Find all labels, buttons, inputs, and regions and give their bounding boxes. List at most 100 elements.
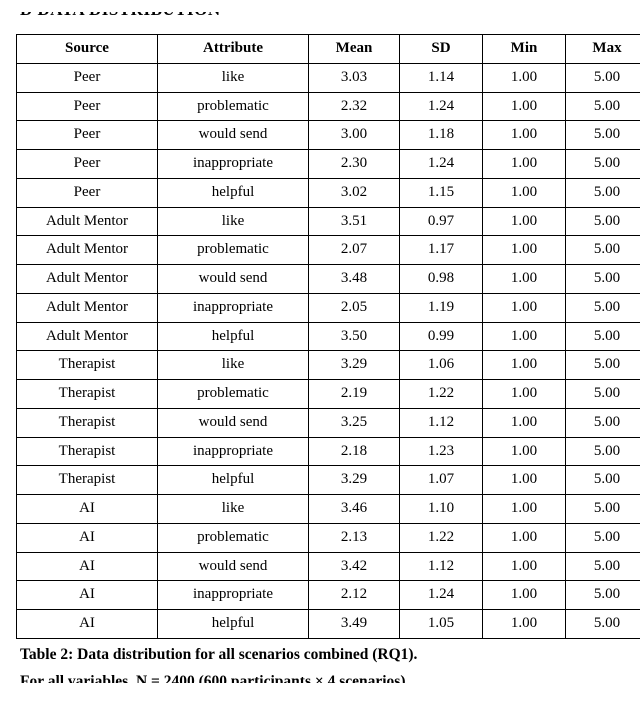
table-cell: 2.07 [309, 236, 400, 265]
table-row: Peerhelpful3.021.151.005.00 [17, 178, 640, 207]
table-cell: 2.19 [309, 380, 400, 409]
table-cell: 3.48 [309, 265, 400, 294]
table-cell: 1.22 [400, 380, 483, 409]
table-cell: would send [158, 408, 309, 437]
table-row: Therapistwould send3.251.121.005.00 [17, 408, 640, 437]
table-cell: inappropriate [158, 150, 309, 179]
table-cell: helpful [158, 178, 309, 207]
table-cell: inappropriate [158, 293, 309, 322]
table-cell: AI [17, 581, 158, 610]
table-cell: 1.17 [400, 236, 483, 265]
table-row: AIlike3.461.101.005.00 [17, 495, 640, 524]
table-cell: 5.00 [566, 610, 640, 639]
table-cell: AI [17, 523, 158, 552]
col-sd: SD [400, 35, 483, 64]
table-cell: 2.18 [309, 437, 400, 466]
table-cell: 5.00 [566, 351, 640, 380]
table-cell: like [158, 207, 309, 236]
table-cell: problematic [158, 380, 309, 409]
table-row: Adult Mentorproblematic2.071.171.005.00 [17, 236, 640, 265]
table-cell: 3.49 [309, 610, 400, 639]
section-header-text: D DATA DISTRIBUTION [20, 12, 221, 19]
table-cell: 2.32 [309, 92, 400, 121]
table-cell: 1.00 [483, 322, 566, 351]
table-cell: 5.00 [566, 523, 640, 552]
table-row: Therapistinappropriate2.181.231.005.00 [17, 437, 640, 466]
table-cell: Adult Mentor [17, 236, 158, 265]
table-cell: problematic [158, 92, 309, 121]
table-cell: 3.46 [309, 495, 400, 524]
table-row: Peerwould send3.001.181.005.00 [17, 121, 640, 150]
table-cell: Peer [17, 63, 158, 92]
table-cell: 1.07 [400, 466, 483, 495]
table-cell: inappropriate [158, 581, 309, 610]
table-cell: 3.02 [309, 178, 400, 207]
table-cell: 5.00 [566, 121, 640, 150]
table-row: Therapistproblematic2.191.221.005.00 [17, 380, 640, 409]
table-cell: 5.00 [566, 92, 640, 121]
col-mean: Mean [309, 35, 400, 64]
table-cell: problematic [158, 523, 309, 552]
table-cell: 1.00 [483, 265, 566, 294]
table-cell: 1.00 [483, 408, 566, 437]
col-min: Min [483, 35, 566, 64]
table-cell: 1.00 [483, 63, 566, 92]
table-cell: 1.24 [400, 92, 483, 121]
table-row: Adult Mentorinappropriate2.051.191.005.0… [17, 293, 640, 322]
table-cell: 5.00 [566, 408, 640, 437]
table-cell: AI [17, 610, 158, 639]
table-row: Peerinappropriate2.301.241.005.00 [17, 150, 640, 179]
table-caption-line1: Table 2: Data distribution for all scena… [20, 645, 620, 666]
table-cell: 1.18 [400, 121, 483, 150]
table-cell: helpful [158, 610, 309, 639]
table-cell: 3.29 [309, 466, 400, 495]
table-cell: 1.14 [400, 63, 483, 92]
table-cell: 5.00 [566, 293, 640, 322]
table-header-row: Source Attribute Mean SD Min Max [17, 35, 640, 64]
table-cell: Therapist [17, 466, 158, 495]
table-cell: 1.00 [483, 581, 566, 610]
table-cell: 5.00 [566, 150, 640, 179]
table-cell: 1.00 [483, 150, 566, 179]
table-cell: 2.12 [309, 581, 400, 610]
table-cell: 1.15 [400, 178, 483, 207]
table-cell: 3.00 [309, 121, 400, 150]
table-cell: 5.00 [566, 581, 640, 610]
table-cell: Therapist [17, 408, 158, 437]
table-cell: 0.98 [400, 265, 483, 294]
table-cell: Therapist [17, 351, 158, 380]
table-cell: 1.00 [483, 92, 566, 121]
table-cell: 3.25 [309, 408, 400, 437]
table-row: Peerproblematic2.321.241.005.00 [17, 92, 640, 121]
table-row: Adult Mentorhelpful3.500.991.005.00 [17, 322, 640, 351]
col-max: Max [566, 35, 640, 64]
table-cell: 2.13 [309, 523, 400, 552]
table-cell: 1.00 [483, 236, 566, 265]
table-cell: 5.00 [566, 63, 640, 92]
table-row: Therapisthelpful3.291.071.005.00 [17, 466, 640, 495]
table-row: Peerlike3.031.141.005.00 [17, 63, 640, 92]
table-cell: inappropriate [158, 437, 309, 466]
table-cell: like [158, 351, 309, 380]
table-cell: would send [158, 552, 309, 581]
table-cell: 1.00 [483, 293, 566, 322]
table-cell: 1.00 [483, 610, 566, 639]
table-cell: 5.00 [566, 236, 640, 265]
table-caption-line2: For all variables, N = 2400 (600 partici… [20, 672, 620, 683]
table-cell: 5.00 [566, 380, 640, 409]
table-row: AIproblematic2.131.221.005.00 [17, 523, 640, 552]
table-cell: 1.24 [400, 581, 483, 610]
table-cell: helpful [158, 322, 309, 351]
table-cell: 3.51 [309, 207, 400, 236]
table-row: AIhelpful3.491.051.005.00 [17, 610, 640, 639]
table-cell: 3.42 [309, 552, 400, 581]
data-distribution-table: Source Attribute Mean SD Min Max Peerlik… [16, 34, 640, 639]
table-cell: 5.00 [566, 322, 640, 351]
table-cell: 1.00 [483, 466, 566, 495]
table-cell: 5.00 [566, 265, 640, 294]
table-cell: 2.05 [309, 293, 400, 322]
table-cell: 1.19 [400, 293, 483, 322]
table-cell: 1.00 [483, 495, 566, 524]
table-cell: 1.00 [483, 552, 566, 581]
table-cell: 1.24 [400, 150, 483, 179]
